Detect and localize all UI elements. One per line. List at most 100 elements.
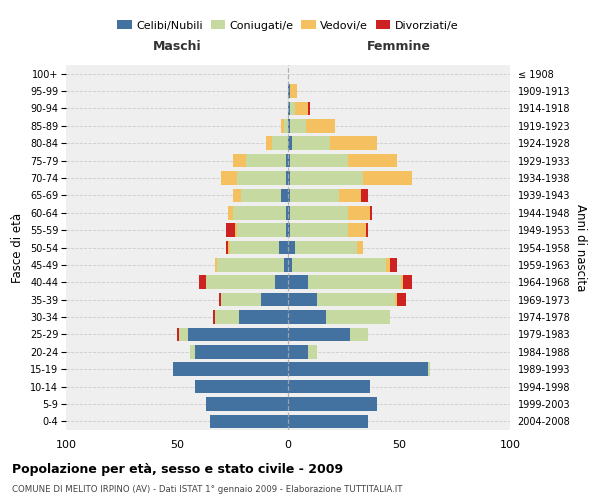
Bar xyxy=(262,293,288,306)
Bar xyxy=(177,328,179,341)
Bar xyxy=(215,258,217,272)
Bar xyxy=(366,224,368,237)
Bar xyxy=(290,224,348,237)
Bar xyxy=(272,136,288,150)
Bar xyxy=(228,206,233,220)
Bar xyxy=(288,258,292,272)
Bar xyxy=(290,154,348,168)
Bar xyxy=(228,240,230,254)
Bar xyxy=(288,380,370,394)
Bar xyxy=(226,224,235,237)
Bar xyxy=(288,224,290,237)
Bar xyxy=(288,310,326,324)
Bar xyxy=(219,293,221,306)
Text: Maschi: Maschi xyxy=(152,40,202,53)
Bar xyxy=(230,240,279,254)
Bar xyxy=(350,328,368,341)
Bar xyxy=(288,154,290,168)
Bar xyxy=(292,258,386,272)
Y-axis label: Fasce di età: Fasce di età xyxy=(11,212,25,282)
Bar xyxy=(288,84,290,98)
Bar xyxy=(288,240,295,254)
Text: Popolazione per età, sesso e stato civile - 2009: Popolazione per età, sesso e stato civil… xyxy=(12,462,343,475)
Bar xyxy=(206,276,275,289)
Bar xyxy=(279,240,288,254)
Bar xyxy=(284,258,288,272)
Bar xyxy=(211,414,288,428)
Bar xyxy=(173,362,288,376)
Bar xyxy=(235,224,237,237)
Bar xyxy=(370,206,373,220)
Bar xyxy=(288,362,428,376)
Bar xyxy=(239,310,288,324)
Bar xyxy=(348,206,370,220)
Bar xyxy=(401,276,403,289)
Bar xyxy=(195,345,288,358)
Bar xyxy=(390,258,397,272)
Bar xyxy=(357,240,364,254)
Bar xyxy=(288,345,308,358)
Bar xyxy=(292,136,330,150)
Bar xyxy=(179,328,188,341)
Bar xyxy=(288,293,317,306)
Bar xyxy=(281,119,284,132)
Bar xyxy=(288,188,290,202)
Bar xyxy=(397,293,406,306)
Bar xyxy=(233,188,241,202)
Bar xyxy=(295,240,357,254)
Text: COMUNE DI MELITO IRPINO (AV) - Dati ISTAT 1° gennaio 2009 - Elaborazione TUTTITA: COMUNE DI MELITO IRPINO (AV) - Dati ISTA… xyxy=(12,485,403,494)
Bar xyxy=(246,154,286,168)
Bar xyxy=(286,171,288,185)
Bar xyxy=(237,171,286,185)
Bar xyxy=(206,397,288,410)
Bar xyxy=(288,206,290,220)
Bar xyxy=(226,240,228,254)
Bar xyxy=(288,119,290,132)
Bar xyxy=(339,188,361,202)
Bar xyxy=(428,362,430,376)
Bar xyxy=(288,397,377,410)
Bar xyxy=(199,276,206,289)
Bar xyxy=(221,171,237,185)
Bar xyxy=(286,154,288,168)
Bar xyxy=(284,119,288,132)
Bar xyxy=(288,276,308,289)
Bar xyxy=(190,345,195,358)
Bar xyxy=(221,293,262,306)
Bar xyxy=(288,102,290,115)
Bar xyxy=(306,119,335,132)
Bar xyxy=(288,414,368,428)
Bar xyxy=(290,84,297,98)
Bar xyxy=(281,188,288,202)
Bar xyxy=(317,293,395,306)
Bar xyxy=(403,276,412,289)
Bar xyxy=(364,171,412,185)
Bar xyxy=(308,102,310,115)
Bar xyxy=(288,136,292,150)
Bar xyxy=(348,224,366,237)
Bar xyxy=(286,206,288,220)
Bar xyxy=(286,224,288,237)
Bar xyxy=(195,380,288,394)
Bar xyxy=(217,258,284,272)
Bar xyxy=(295,102,308,115)
Bar xyxy=(290,119,306,132)
Bar xyxy=(241,188,281,202)
Legend: Celibi/Nubili, Coniugati/e, Vedovi/e, Divorziati/e: Celibi/Nubili, Coniugati/e, Vedovi/e, Di… xyxy=(113,16,463,35)
Bar xyxy=(330,136,377,150)
Bar xyxy=(290,188,339,202)
Y-axis label: Anni di nascita: Anni di nascita xyxy=(574,204,587,291)
Bar xyxy=(290,102,295,115)
Bar xyxy=(237,224,286,237)
Bar xyxy=(326,310,390,324)
Bar xyxy=(275,276,288,289)
Bar xyxy=(348,154,397,168)
Bar xyxy=(232,206,286,220)
Text: Femmine: Femmine xyxy=(367,40,431,53)
Bar xyxy=(395,293,397,306)
Bar xyxy=(290,171,364,185)
Bar xyxy=(288,171,290,185)
Bar xyxy=(308,345,317,358)
Bar xyxy=(188,328,288,341)
Bar xyxy=(215,310,239,324)
